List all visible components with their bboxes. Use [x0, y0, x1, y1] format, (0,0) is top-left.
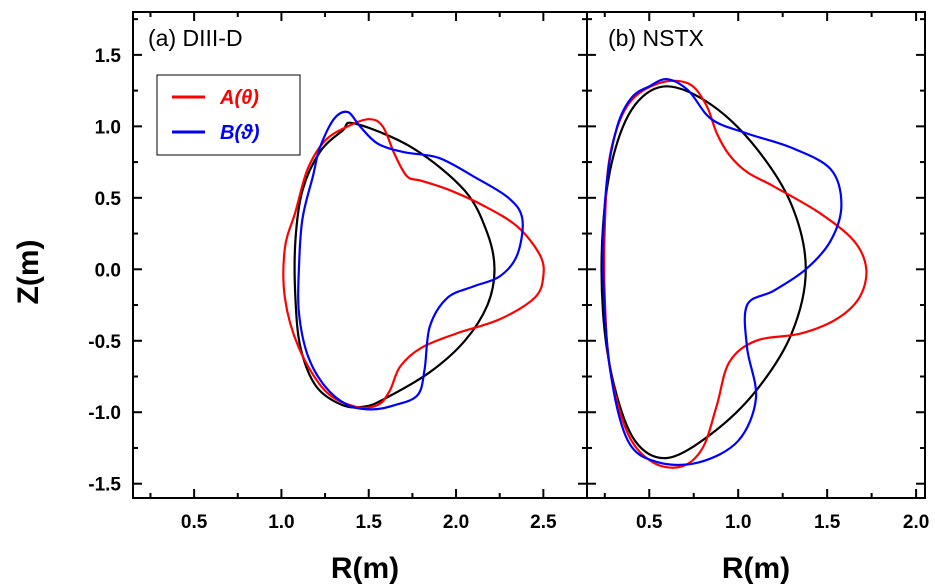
y-tick-label: 0.5	[95, 189, 122, 210]
series-line-1	[282, 118, 545, 409]
y-axis-title: Z(m)	[12, 240, 45, 305]
x-tick-label: 1.0	[725, 512, 751, 533]
x-tick-labels: 0.5 1.0 1.5 2.0	[636, 512, 929, 533]
x-tick-label: 2.0	[903, 512, 929, 533]
plot-frame	[586, 11, 926, 499]
series-line-1	[603, 79, 868, 469]
legend-label-b: B(ϑ)	[220, 122, 260, 144]
tick-marks	[587, 12, 925, 498]
y-tick-label: 0.0	[95, 260, 121, 281]
x-tick-label: 1.5	[356, 512, 383, 533]
x-tick-label: 0.5	[636, 512, 663, 533]
y-tick-label: -1.0	[88, 403, 121, 424]
x-axis-title-b: R(m)	[722, 552, 790, 585]
legend: A(θ) B(ϑ)	[156, 74, 301, 156]
x-axis-title-a: R(m)	[331, 552, 399, 585]
series-group	[282, 110, 545, 411]
series-line-2	[296, 110, 524, 411]
y-tick-label: 1.5	[95, 46, 122, 67]
x-tick-label: 1.0	[268, 512, 294, 533]
y-tick-label: 1.0	[95, 117, 121, 138]
panel-nstx: (b) NSTX 0.5 1.0 1.5 2.0	[586, 11, 929, 533]
x-tick-label: 1.5	[814, 512, 841, 533]
y-tick-label: -0.5	[88, 332, 121, 353]
x-tick-label: 0.5	[181, 512, 208, 533]
series-group	[600, 78, 868, 469]
x-tick-labels: 0.5 1.0 1.5 2.0 2.5	[181, 512, 557, 533]
legend-label-a: A(θ)	[219, 87, 259, 109]
x-tick-label: 2.5	[530, 512, 557, 533]
panel-label: (a) DIII-D	[148, 25, 243, 51]
series-line-0	[293, 121, 496, 409]
series-line-2	[601, 78, 843, 467]
panel-label: (b) NSTX	[608, 25, 704, 51]
y-tick-label: -1.5	[88, 475, 121, 496]
y-tick-labels: 1.5 1.0 0.5 0.0 -0.5 -1.0 -1.5	[88, 46, 121, 496]
legend-box	[156, 74, 301, 156]
panel-diii-d: (a) DIII-D 0.5 1.0 1.5 2.0 2.5 1.5 1.0 0.5 0.0 -…	[88, 11, 588, 533]
x-tick-label: 2.0	[443, 512, 469, 533]
